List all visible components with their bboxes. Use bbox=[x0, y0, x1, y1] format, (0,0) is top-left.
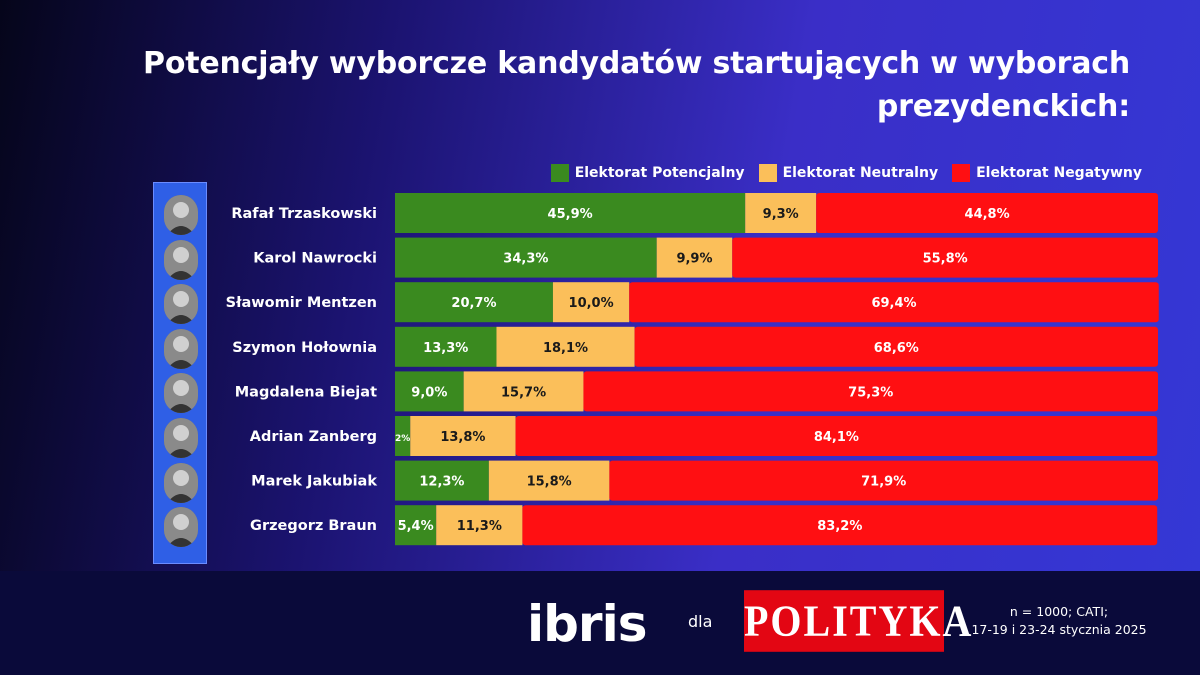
legend: Elektorat Potencjalny Elektorat Neutraln… bbox=[550, 163, 1142, 183]
avatar-adrian-zanberg bbox=[164, 418, 198, 458]
bar-segment-grzegorz-braun-elektorat-potencjalny bbox=[395, 505, 437, 546]
bar-label-marek-jakubiak-elektorat-potencjalny: 12,3% bbox=[419, 475, 464, 490]
bar-label-rafal-trzaskowski-elektorat-negatywny: 44,8% bbox=[965, 207, 1010, 222]
bar-label-rafal-trzaskowski-elektorat-neutralny: 9,3% bbox=[763, 207, 799, 222]
bar-segment-szymon-holownia-elektorat-potencjalny bbox=[395, 326, 497, 367]
methodology-note: n = 1000; CATI; 17-19 i 23-24 stycznia 2… bbox=[944, 603, 1174, 639]
bar-segment-grzegorz-braun-elektorat-neutralny bbox=[436, 505, 523, 546]
candidate-label-rafal-trzaskowski: Rafał Trzaskowski bbox=[231, 206, 377, 222]
legend-swatch-potencjalny bbox=[550, 164, 569, 182]
bar-label-szymon-holownia-elektorat-potencjalny: 13,3% bbox=[423, 341, 468, 356]
bar-label-grzegorz-braun-elektorat-negatywny: 83,2% bbox=[817, 519, 862, 534]
candidate-label-marek-jakubiak: Marek Jakubiak bbox=[251, 474, 377, 490]
avatar-szymon-holownia bbox=[164, 328, 198, 369]
bar-label-marek-jakubiak-elektorat-neutralny: 15,8% bbox=[527, 475, 572, 490]
bar-segment-grzegorz-braun-elektorat-negatywny bbox=[522, 505, 1158, 546]
methodology-note-line2: 17-19 i 23-24 stycznia 2025 bbox=[971, 622, 1147, 637]
bar-segment-magdalena-biejat-elektorat-neutralny bbox=[463, 371, 584, 412]
bar-segment-marek-jakubiak-elektorat-potencjalny bbox=[395, 460, 489, 501]
bar-segment-karol-nawrocki-elektorat-potencjalny bbox=[395, 237, 657, 278]
bar-label-szymon-holownia-elektorat-negatywny: 68,6% bbox=[874, 341, 919, 356]
avatar-magdalena-biejat bbox=[164, 373, 198, 414]
methodology-note-line1: n = 1000; CATI; bbox=[1009, 604, 1109, 619]
chart-title: Potencjały wyborcze kandydatów startując… bbox=[143, 46, 1130, 124]
legend-item-potencjalny: Elektorat Potencjalny bbox=[550, 164, 745, 182]
legend-item-neutralny: Elektorat Neutralny bbox=[758, 164, 939, 182]
avatar-rafal-trzaskowski bbox=[164, 195, 198, 235]
bar-segment-marek-jakubiak-elektorat-negatywny bbox=[609, 460, 1158, 501]
candidate-label-adrian-zanberg: Adrian Zanberg bbox=[250, 429, 377, 445]
legend-label-potencjalny: Elektorat Potencjalny bbox=[574, 165, 745, 181]
bar-segment-rafal-trzaskowski-elektorat-negatywny bbox=[816, 193, 1158, 233]
bar-label-slawomir-mentzen-elektorat-negatywny: 69,4% bbox=[871, 296, 916, 311]
candidate-label-slawomir-mentzen: Sławomir Mentzen bbox=[226, 295, 377, 311]
bar-label-grzegorz-braun-elektorat-neutralny: 11,3% bbox=[457, 519, 502, 534]
bar-segment-slawomir-mentzen-elektorat-potencjalny bbox=[395, 282, 553, 323]
legend-item-negatywny: Elektorat Negatywny bbox=[952, 164, 1142, 182]
bar-segment-magdalena-biejat-elektorat-negatywny bbox=[583, 371, 1158, 412]
avatar-slawomir-mentzen bbox=[164, 284, 198, 325]
bar-segment-magdalena-biejat-elektorat-potencjalny bbox=[395, 371, 464, 412]
candidate-label-karol-nawrocki: Karol Nawrocki bbox=[253, 251, 377, 267]
bar-label-adrian-zanberg-elektorat-neutralny: 13,8% bbox=[440, 430, 485, 445]
avatar-grzegorz-braun bbox=[164, 507, 198, 548]
candidate-label-szymon-holownia: Szymon Hołownia bbox=[232, 340, 377, 356]
bar-segment-slawomir-mentzen-elektorat-negatywny bbox=[629, 282, 1159, 323]
bar-label-slawomir-mentzen-elektorat-potencjalny: 20,7% bbox=[451, 296, 496, 311]
legend-swatch-negatywny bbox=[952, 164, 971, 182]
bar-segment-adrian-zanberg-elektorat-neutralny bbox=[410, 416, 516, 456]
bar-segment-adrian-zanberg-elektorat-potencjalny bbox=[395, 416, 411, 456]
bar-label-marek-jakubiak-elektorat-negatywny: 71,9% bbox=[861, 475, 906, 490]
avatar-marek-jakubiak bbox=[164, 462, 198, 503]
bar-label-karol-nawrocki-elektorat-negatywny: 55,8% bbox=[923, 252, 968, 267]
bar-label-magdalena-biejat-elektorat-potencjalny: 9,0% bbox=[411, 385, 447, 400]
candidate-label-magdalena-biejat: Magdalena Biejat bbox=[235, 384, 377, 400]
bar-label-rafal-trzaskowski-elektorat-potencjalny: 45,9% bbox=[548, 207, 593, 222]
polityka-logo: POLITYKA bbox=[744, 590, 971, 652]
bar-label-slawomir-mentzen-elektorat-neutralny: 10,0% bbox=[569, 296, 614, 311]
bar-segment-rafal-trzaskowski-elektorat-potencjalny bbox=[395, 193, 746, 233]
candidate-label-grzegorz-braun: Grzegorz Braun bbox=[250, 518, 377, 534]
bar-label-karol-nawrocki-elektorat-potencjalny: 34,3% bbox=[503, 252, 548, 267]
bar-segment-karol-nawrocki-elektorat-negatywny bbox=[732, 237, 1158, 278]
bar-label-adrian-zanberg-elektorat-potencjalny: 2% bbox=[395, 434, 410, 444]
bar-segment-szymon-holownia-elektorat-neutralny bbox=[496, 326, 635, 367]
legend-label-negatywny: Elektorat Negatywny bbox=[976, 165, 1142, 181]
bar-segment-karol-nawrocki-elektorat-neutralny bbox=[656, 237, 733, 278]
bar-segment-slawomir-mentzen-elektorat-neutralny bbox=[552, 282, 630, 323]
bar-label-adrian-zanberg-elektorat-negatywny: 84,1% bbox=[814, 430, 859, 445]
bar-label-karol-nawrocki-elektorat-neutralny: 9,9% bbox=[676, 252, 712, 267]
candidate-photo-strip bbox=[153, 182, 207, 564]
ibris-logo: ibris bbox=[527, 595, 647, 653]
bar-segment-rafal-trzaskowski-elektorat-neutralny bbox=[745, 193, 817, 233]
bar-segment-adrian-zanberg-elektorat-negatywny bbox=[515, 416, 1158, 456]
footer-connector: dla bbox=[688, 612, 713, 631]
footer: ibris dla POLITYKA n = 1000; CATI; 17-19… bbox=[0, 571, 1200, 675]
bar-segment-marek-jakubiak-elektorat-neutralny bbox=[488, 460, 610, 501]
bar-label-magdalena-biejat-elektorat-negatywny: 75,3% bbox=[848, 385, 893, 400]
avatar-karol-nawrocki bbox=[164, 239, 198, 280]
bar-label-szymon-holownia-elektorat-neutralny: 18,1% bbox=[543, 341, 588, 356]
legend-label-neutralny: Elektorat Neutralny bbox=[782, 165, 939, 181]
bar-label-magdalena-biejat-elektorat-neutralny: 15,7% bbox=[501, 385, 546, 400]
bar-segment-szymon-holownia-elektorat-negatywny bbox=[634, 326, 1158, 367]
legend-swatch-neutralny bbox=[758, 164, 777, 182]
bar-label-grzegorz-braun-elektorat-potencjalny: 5,4% bbox=[398, 519, 434, 534]
